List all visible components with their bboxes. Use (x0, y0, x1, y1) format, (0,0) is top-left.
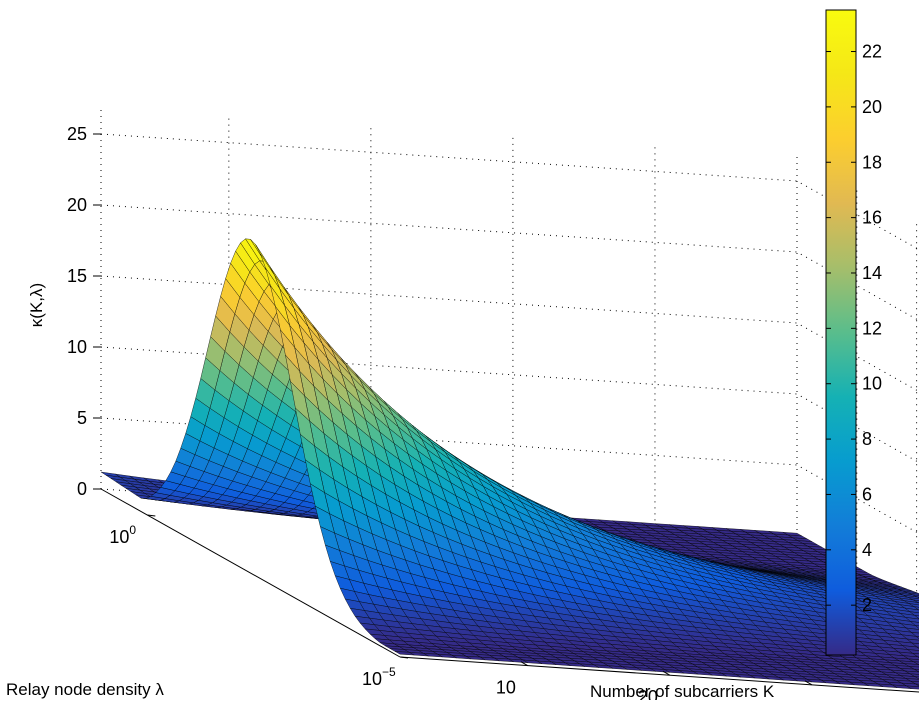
x-tick-label: 10 (496, 678, 516, 698)
z-axis-label: κ(K,λ) (27, 283, 46, 327)
colorbar-tick-label: 16 (862, 208, 882, 228)
z-tick-label: 0 (77, 479, 87, 499)
z-tick-label: 25 (67, 124, 87, 144)
z-tick-label: 5 (77, 408, 87, 428)
colorbar-tick-label: 6 (862, 484, 872, 504)
y-axis-label: Relay node density λ (6, 680, 164, 699)
z-tick-label: 20 (67, 195, 87, 215)
colorbar-tick-label: 10 (862, 374, 882, 394)
colorbar-tick-label: 4 (862, 540, 872, 560)
y-tick-label: 10−5 (362, 665, 396, 689)
colorbar-tick-label: 20 (862, 97, 882, 117)
colorbar-tick-label: 2 (862, 595, 872, 615)
colorbar-tick-label: 22 (862, 42, 882, 62)
y-tick-label: 100 (109, 523, 136, 547)
surface-mesh (101, 239, 919, 700)
colorbar-tick-label: 18 (862, 152, 882, 172)
z-tick-label: 10 (67, 337, 87, 357)
z-tick-label: 15 (67, 266, 87, 286)
colorbar-tick-label: 12 (862, 318, 882, 338)
x-axis-label: Number of subcarriers K (590, 682, 775, 700)
colorbar: 2 4 6 8 10 12 14 16 18 20 22 (826, 10, 882, 655)
colorbar-tick-label: 14 (862, 263, 882, 283)
colorbar-tick-label: 8 (862, 429, 872, 449)
